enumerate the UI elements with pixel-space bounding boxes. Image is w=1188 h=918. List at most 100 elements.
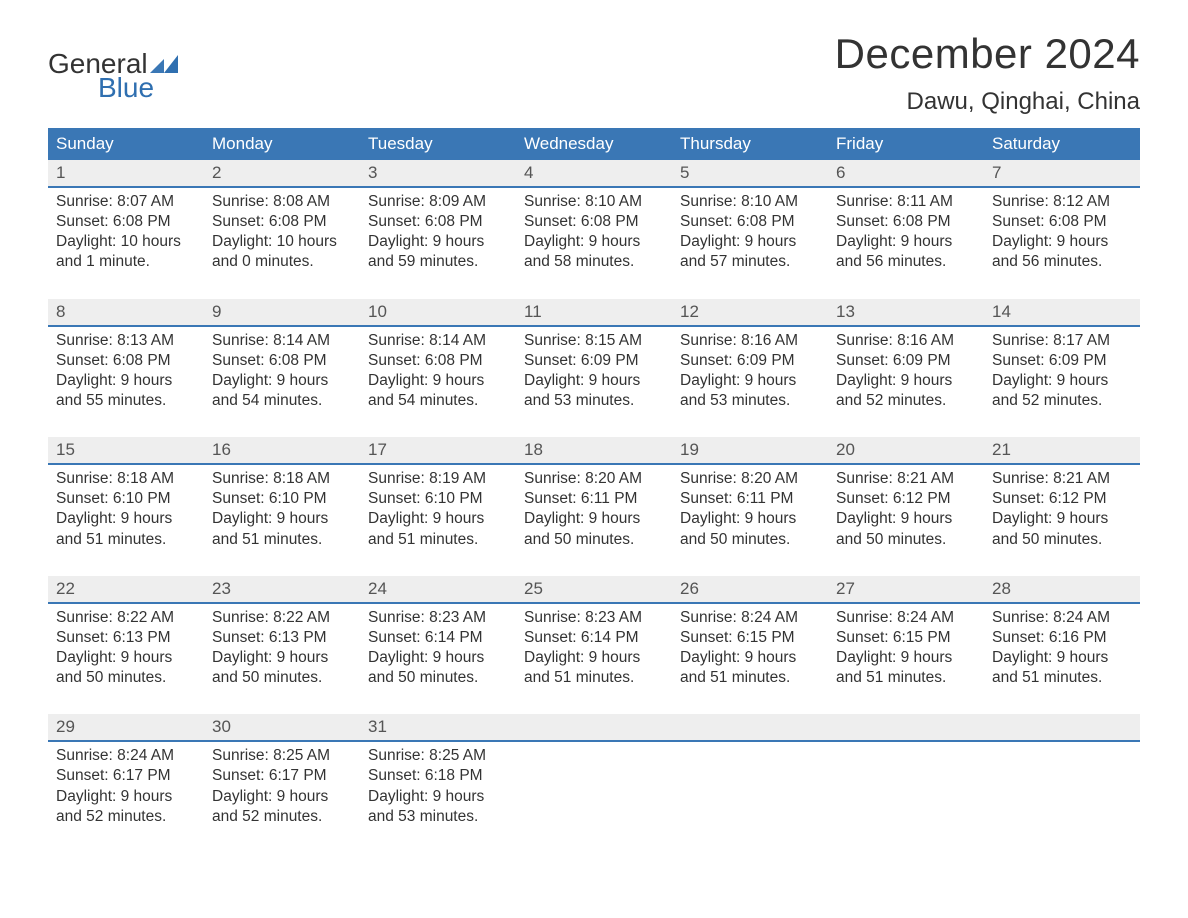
day-details: Sunrise: 8:23 AMSunset: 6:14 PMDaylight:…	[368, 604, 508, 689]
day-details: Sunrise: 8:24 AMSunset: 6:16 PMDaylight:…	[992, 604, 1132, 689]
daylight-line2: and 52 minutes.	[836, 391, 976, 411]
day-details: Sunrise: 8:17 AMSunset: 6:09 PMDaylight:…	[992, 327, 1132, 412]
sunrise-text: Sunrise: 8:22 AM	[56, 608, 196, 628]
day-number	[984, 714, 1140, 741]
day-cell: Sunrise: 8:18 AMSunset: 6:10 PMDaylight:…	[204, 464, 360, 576]
day-details: Sunrise: 8:10 AMSunset: 6:08 PMDaylight:…	[524, 188, 664, 273]
day-number: 2	[204, 160, 360, 187]
day-details: Sunrise: 8:20 AMSunset: 6:11 PMDaylight:…	[524, 465, 664, 550]
day-details: Sunrise: 8:16 AMSunset: 6:09 PMDaylight:…	[836, 327, 976, 412]
daylight-line1: Daylight: 9 hours	[56, 648, 196, 668]
sunset-text: Sunset: 6:12 PM	[836, 489, 976, 509]
day-cell: Sunrise: 8:20 AMSunset: 6:11 PMDaylight:…	[516, 464, 672, 576]
day-number: 23	[204, 576, 360, 603]
sunrise-text: Sunrise: 8:14 AM	[212, 331, 352, 351]
sunset-text: Sunset: 6:18 PM	[368, 766, 508, 786]
day-cell: Sunrise: 8:10 AMSunset: 6:08 PMDaylight:…	[672, 187, 828, 299]
sunrise-text: Sunrise: 8:13 AM	[56, 331, 196, 351]
day-cell: Sunrise: 8:25 AMSunset: 6:17 PMDaylight:…	[204, 741, 360, 853]
sunrise-text: Sunrise: 8:14 AM	[368, 331, 508, 351]
sunset-text: Sunset: 6:13 PM	[56, 628, 196, 648]
sunrise-text: Sunrise: 8:10 AM	[680, 192, 820, 212]
sunset-text: Sunset: 6:08 PM	[680, 212, 820, 232]
daylight-line1: Daylight: 10 hours	[56, 232, 196, 252]
daylight-line1: Daylight: 9 hours	[992, 648, 1132, 668]
day-cell: Sunrise: 8:14 AMSunset: 6:08 PMDaylight:…	[204, 326, 360, 438]
daylight-line2: and 0 minutes.	[212, 252, 352, 272]
day-number: 30	[204, 714, 360, 741]
daylight-line1: Daylight: 10 hours	[212, 232, 352, 252]
day-details: Sunrise: 8:12 AMSunset: 6:08 PMDaylight:…	[992, 188, 1132, 273]
week-row: Sunrise: 8:22 AMSunset: 6:13 PMDaylight:…	[48, 603, 1140, 715]
day-cell: Sunrise: 8:23 AMSunset: 6:14 PMDaylight:…	[516, 603, 672, 715]
daylight-line2: and 52 minutes.	[56, 807, 196, 827]
day-cell: Sunrise: 8:24 AMSunset: 6:17 PMDaylight:…	[48, 741, 204, 853]
sunrise-text: Sunrise: 8:23 AM	[368, 608, 508, 628]
sunrise-text: Sunrise: 8:16 AM	[680, 331, 820, 351]
daylight-line1: Daylight: 9 hours	[680, 509, 820, 529]
daylight-line1: Daylight: 9 hours	[368, 232, 508, 252]
daynum-row: 15161718192021	[48, 437, 1140, 464]
daylight-line1: Daylight: 9 hours	[212, 509, 352, 529]
week-row: Sunrise: 8:24 AMSunset: 6:17 PMDaylight:…	[48, 741, 1140, 853]
sunset-text: Sunset: 6:17 PM	[212, 766, 352, 786]
sunset-text: Sunset: 6:15 PM	[680, 628, 820, 648]
day-cell: Sunrise: 8:23 AMSunset: 6:14 PMDaylight:…	[360, 603, 516, 715]
sunset-text: Sunset: 6:09 PM	[836, 351, 976, 371]
day-details: Sunrise: 8:07 AMSunset: 6:08 PMDaylight:…	[56, 188, 196, 273]
day-cell: Sunrise: 8:24 AMSunset: 6:16 PMDaylight:…	[984, 603, 1140, 715]
sunset-text: Sunset: 6:08 PM	[368, 351, 508, 371]
day-cell: Sunrise: 8:17 AMSunset: 6:09 PMDaylight:…	[984, 326, 1140, 438]
daylight-line1: Daylight: 9 hours	[524, 371, 664, 391]
daylight-line2: and 52 minutes.	[992, 391, 1132, 411]
sunrise-text: Sunrise: 8:07 AM	[56, 192, 196, 212]
daylight-line1: Daylight: 9 hours	[836, 648, 976, 668]
sunset-text: Sunset: 6:17 PM	[56, 766, 196, 786]
sunrise-text: Sunrise: 8:21 AM	[992, 469, 1132, 489]
sunset-text: Sunset: 6:15 PM	[836, 628, 976, 648]
daylight-line1: Daylight: 9 hours	[524, 509, 664, 529]
day-cell: Sunrise: 8:24 AMSunset: 6:15 PMDaylight:…	[672, 603, 828, 715]
day-number: 13	[828, 299, 984, 326]
sunrise-text: Sunrise: 8:23 AM	[524, 608, 664, 628]
day-number: 16	[204, 437, 360, 464]
daynum-row: 891011121314	[48, 299, 1140, 326]
day-details: Sunrise: 8:16 AMSunset: 6:09 PMDaylight:…	[680, 327, 820, 412]
daylight-line1: Daylight: 9 hours	[836, 371, 976, 391]
daylight-line1: Daylight: 9 hours	[524, 648, 664, 668]
daylight-line2: and 56 minutes.	[992, 252, 1132, 272]
day-cell: Sunrise: 8:18 AMSunset: 6:10 PMDaylight:…	[48, 464, 204, 576]
day-number: 27	[828, 576, 984, 603]
day-number: 26	[672, 576, 828, 603]
weekday-header: Thursday	[672, 128, 828, 160]
day-cell	[516, 741, 672, 853]
sunrise-text: Sunrise: 8:08 AM	[212, 192, 352, 212]
daylight-line1: Daylight: 9 hours	[680, 232, 820, 252]
daylight-line2: and 53 minutes.	[524, 391, 664, 411]
daylight-line2: and 51 minutes.	[212, 530, 352, 550]
sunset-text: Sunset: 6:09 PM	[992, 351, 1132, 371]
day-number: 17	[360, 437, 516, 464]
day-cell	[984, 741, 1140, 853]
day-number: 12	[672, 299, 828, 326]
day-number: 8	[48, 299, 204, 326]
day-number: 20	[828, 437, 984, 464]
daylight-line2: and 51 minutes.	[836, 668, 976, 688]
sunset-text: Sunset: 6:08 PM	[368, 212, 508, 232]
sunrise-text: Sunrise: 8:20 AM	[524, 469, 664, 489]
sunset-text: Sunset: 6:08 PM	[836, 212, 976, 232]
day-number: 31	[360, 714, 516, 741]
day-cell: Sunrise: 8:25 AMSunset: 6:18 PMDaylight:…	[360, 741, 516, 853]
day-number: 24	[360, 576, 516, 603]
sunrise-text: Sunrise: 8:09 AM	[368, 192, 508, 212]
sunrise-text: Sunrise: 8:19 AM	[368, 469, 508, 489]
sunrise-text: Sunrise: 8:18 AM	[212, 469, 352, 489]
daylight-line2: and 51 minutes.	[524, 668, 664, 688]
weekday-header-row: Sunday Monday Tuesday Wednesday Thursday…	[48, 128, 1140, 160]
day-cell: Sunrise: 8:22 AMSunset: 6:13 PMDaylight:…	[204, 603, 360, 715]
day-cell: Sunrise: 8:22 AMSunset: 6:13 PMDaylight:…	[48, 603, 204, 715]
day-number: 11	[516, 299, 672, 326]
day-cell: Sunrise: 8:07 AMSunset: 6:08 PMDaylight:…	[48, 187, 204, 299]
daynum-row: 293031	[48, 714, 1140, 741]
daylight-line2: and 50 minutes.	[368, 668, 508, 688]
